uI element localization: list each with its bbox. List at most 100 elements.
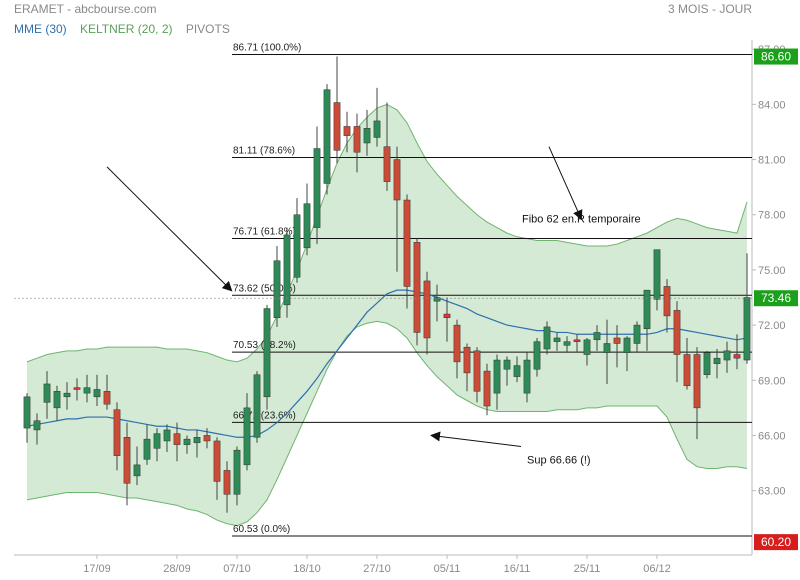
fibo-level-label: 86.71 (100.0%) (233, 43, 301, 54)
annotation-arrow (548, 146, 583, 221)
candle-body (283, 234, 291, 306)
candle-body (133, 464, 141, 477)
fibo-level-label: 81.11 (78.6%) (233, 146, 295, 157)
price-badge (754, 48, 798, 65)
legend-keltner[interactable]: KELTNER (20, 2) (80, 22, 173, 36)
y-tick-label: 78.00 (758, 210, 786, 222)
candle-body (43, 383, 51, 403)
candle-body (253, 374, 261, 438)
candle-body (63, 392, 71, 398)
candle-body (333, 102, 341, 151)
chart-title: ERAMET - abcbourse.com (14, 2, 157, 16)
candle-body (23, 396, 31, 429)
candle-body (523, 359, 531, 394)
x-tick-label: 28/09 (163, 563, 191, 575)
x-tick-label: 05/11 (434, 563, 461, 575)
candle-body (203, 435, 211, 442)
candle-body (603, 343, 611, 353)
candle-body (573, 339, 581, 342)
x-tick-label: 16/11 (504, 563, 531, 575)
candle-body (413, 242, 421, 333)
y-tick-label: 66.00 (758, 430, 786, 442)
price-badge (754, 290, 798, 307)
candle-body (173, 433, 181, 445)
candle-body (493, 359, 501, 394)
candle-body (373, 120, 381, 138)
candle-body (653, 249, 661, 300)
candle-body (353, 126, 361, 153)
candle-body (403, 199, 411, 287)
candle-body (383, 146, 391, 182)
candle-body (233, 449, 241, 495)
candle-body (503, 359, 511, 370)
x-tick-label: 07/10 (223, 563, 251, 575)
candle-body (153, 433, 161, 449)
candle-body (183, 438, 191, 445)
y-tick-label: 84.00 (758, 99, 786, 111)
candle-body (53, 391, 61, 409)
annotation-label: Sup 66.66 (!) (527, 454, 591, 466)
candle-body (103, 391, 111, 405)
fibo-level-label: 66.71 (23.6%) (233, 410, 296, 421)
candle-body (683, 354, 691, 387)
price-badge-label: 86.60 (761, 50, 791, 64)
x-tick-label: 17/09 (83, 563, 111, 575)
candle-body (453, 324, 461, 363)
candle-body (533, 341, 541, 370)
candle-body (673, 310, 681, 355)
fibo-level-label: 76.71 (61.8%) (233, 226, 296, 237)
candle-body (723, 350, 731, 361)
y-tick-label: 72.00 (758, 320, 786, 332)
fibo-level-label: 60.53 (0.0%) (233, 524, 290, 535)
y-tick-label: 63.00 (758, 486, 786, 498)
price-badge-label: 60.20 (761, 535, 791, 549)
legend-mme[interactable]: MME (30) (14, 22, 67, 36)
candle-body (263, 308, 271, 398)
candle-body (543, 326, 551, 350)
candle-body (663, 286, 671, 317)
y-tick-label: 75.00 (758, 265, 786, 277)
candle-body (393, 159, 401, 201)
candle-body (513, 365, 521, 377)
price-badge (754, 534, 798, 551)
keltner-band (27, 104, 747, 526)
candle-body (433, 297, 441, 302)
legend-pivots[interactable]: PIVOTS (185, 22, 230, 36)
candle-body (593, 332, 601, 341)
candle-body (613, 337, 621, 344)
candle-body (113, 409, 121, 456)
candle-body (633, 324, 641, 344)
candle-body (563, 341, 571, 346)
indicator-legend: MME (30) KELTNER (20, 2) PIVOTS (14, 22, 240, 36)
candle-body (463, 346, 471, 374)
candle-body (733, 354, 741, 359)
candle-body (643, 289, 651, 330)
candle-body (473, 350, 481, 392)
annotation-arrow (430, 431, 522, 447)
candle-body (693, 354, 701, 409)
candle-body (123, 437, 131, 484)
keltner-lower-line (26, 320, 748, 527)
annotation-arrow (106, 166, 233, 292)
price-badge-label: 73.46 (761, 291, 791, 305)
candle-body (243, 407, 251, 466)
x-tick-label: 25/11 (574, 563, 601, 575)
candle-body (553, 337, 561, 342)
candle-body (293, 214, 301, 278)
candle-body (323, 89, 331, 184)
candle-body (483, 370, 491, 407)
x-tick-label: 06/12 (643, 563, 671, 575)
candle-body (443, 313, 451, 318)
period-label: 3 MOIS - JOUR (667, 2, 752, 16)
candle-body (213, 440, 221, 482)
candle-body (193, 437, 201, 444)
fibo-level-label: 73.62 (50.0%) (233, 283, 296, 294)
y-tick-label: 81.00 (758, 155, 786, 167)
candle-body (163, 429, 171, 442)
candle-body (93, 389, 101, 398)
candle-body (623, 337, 631, 353)
x-tick-label: 27/10 (363, 563, 391, 575)
candle-body (223, 470, 231, 495)
candle-body (343, 126, 351, 136)
